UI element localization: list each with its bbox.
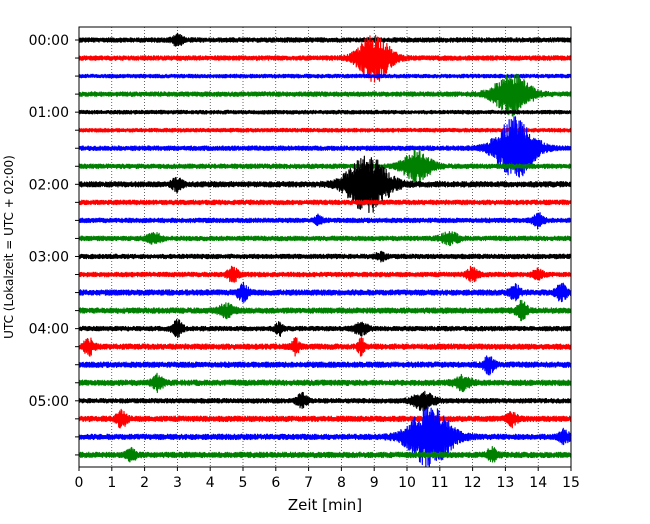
x-tick-label: 5	[239, 475, 248, 491]
seismic-trace-row-14	[78, 281, 572, 304]
seismic-trace-row-1	[78, 34, 572, 83]
seismic-trace-row-5	[78, 127, 572, 133]
seismic-trace-row-16	[78, 318, 572, 339]
x-tick-label: 10	[398, 475, 416, 491]
trace-layer	[78, 32, 572, 468]
x-tick-label: 11	[431, 475, 449, 491]
seismic-trace-row-12	[78, 250, 572, 263]
seismic-trace-row-17	[78, 336, 572, 357]
seismic-trace-row-0	[78, 32, 572, 47]
x-tick-label: 2	[140, 475, 149, 491]
seismic-trace-row-6	[78, 116, 572, 178]
y-hour-label: 02:00	[29, 177, 69, 193]
seismic-trace-row-19	[78, 372, 572, 394]
y-hour-label: 03:00	[29, 249, 69, 265]
x-tick-label: 12	[464, 475, 482, 491]
seismic-trace-row-9	[78, 199, 572, 206]
y-tick-layer: 00:00 01:00 02:00 03:00 04:00 05:00	[29, 33, 79, 456]
grid-layer	[111, 27, 539, 467]
x-tick-label: 3	[173, 475, 182, 491]
seismic-trace-row-11	[78, 231, 572, 247]
seismic-trace-row-7	[78, 149, 572, 184]
seismic-trace-row-8	[78, 155, 572, 214]
seismic-trace-row-2	[78, 73, 572, 79]
seismic-trace-row-21	[78, 408, 572, 429]
y-hour-label: 05:00	[29, 394, 69, 410]
seismic-trace-row-10	[78, 212, 572, 230]
seismic-trace-row-18	[78, 355, 572, 376]
x-tick-label: 7	[304, 475, 313, 491]
x-tick-label: 14	[529, 475, 547, 491]
seismic-trace-row-13	[78, 265, 572, 283]
x-tick-label: 8	[337, 475, 346, 491]
x-tick-layer: 0 1 2 3 4 5 6 7 8 9 10 11 12 13 14 15	[75, 467, 580, 491]
seismic-trace-row-4	[78, 109, 572, 115]
x-tick-label: 0	[75, 475, 84, 491]
x-axis-label: Zeit [min]	[288, 496, 362, 514]
x-tick-label: 1	[107, 475, 116, 491]
seismic-trace-row-3	[78, 73, 572, 117]
x-tick-label: 6	[271, 475, 280, 491]
seismic-trace-row-22	[78, 405, 572, 468]
x-tick-label: 15	[562, 475, 580, 491]
seismic-trace-row-23	[78, 446, 572, 463]
plot-frame	[78, 26, 572, 468]
x-tick-label: 9	[370, 475, 379, 491]
y-hour-label: 00:00	[29, 33, 69, 49]
x-tick-label: 13	[496, 475, 514, 491]
seismic-trace-row-20	[78, 390, 572, 412]
y-hour-label: 01:00	[29, 105, 69, 121]
y-axis-label: UTC (Lokalzeit = UTC + 02:00)	[2, 155, 16, 339]
y-hour-label: 04:00	[29, 322, 69, 338]
x-tick-label: 4	[206, 475, 215, 491]
seismic-trace-row-15	[78, 299, 572, 322]
